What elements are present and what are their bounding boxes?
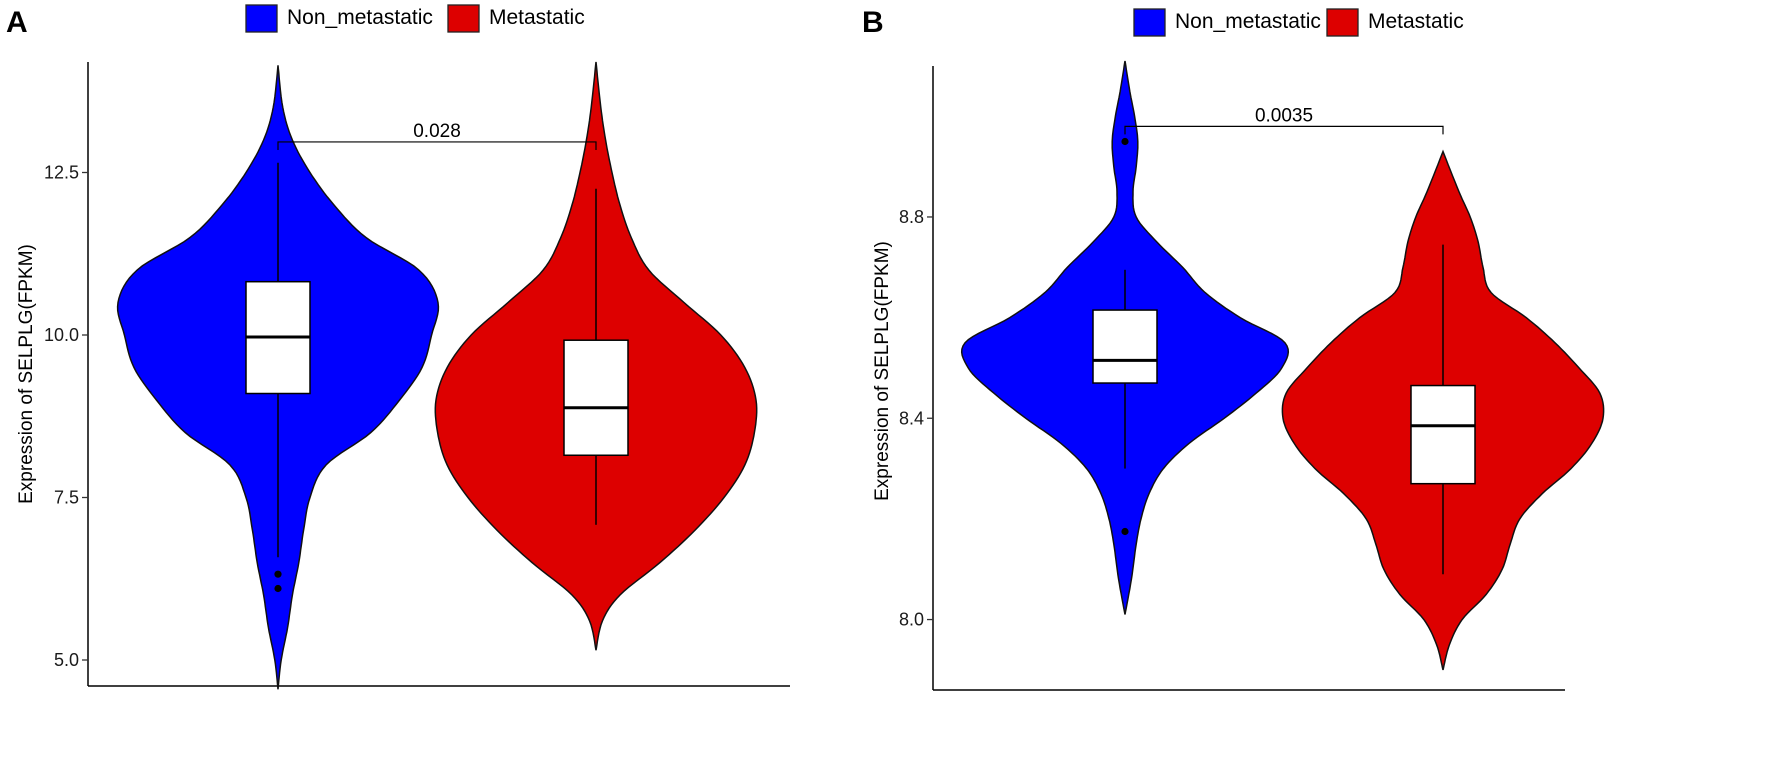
legend-a-swatch-metastatic	[447, 4, 480, 33]
plot-area-b: 8.0 8.4 8.8 0.0035	[899, 60, 1605, 691]
box-non-metastatic	[1092, 309, 1158, 384]
y-tick-label: 8.4	[899, 408, 924, 428]
p-value-label: 0.028	[413, 121, 461, 142]
legend-a-swatch-non-metastatic	[245, 4, 278, 33]
y-axis-label-a: Expression of SELPLG(FPKM)	[16, 244, 37, 504]
legend-b: Non_metastatic Metastatic	[1133, 8, 1464, 37]
legend-a-label-metastatic: Metastatic	[489, 6, 585, 29]
box-metastatic	[563, 339, 629, 457]
y-tick-label: 5.0	[54, 650, 79, 670]
legend-b-swatch-non-metastatic	[1133, 8, 1166, 37]
panel-b: B Non_metastatic Metastatic Expression o…	[862, 6, 1605, 691]
legend-b-label-non-metastatic: Non_metastatic	[1175, 10, 1321, 33]
panel-b-label: B	[862, 6, 884, 39]
p-value-label: 0.0035	[1255, 105, 1313, 126]
comparison-bracket	[1124, 125, 1444, 135]
legend-a: Non_metastatic Metastatic	[245, 4, 585, 33]
y-tick-label: 12.5	[44, 163, 79, 183]
y-tick-label: 7.5	[54, 488, 79, 508]
outlier-point	[1121, 527, 1129, 536]
box-metastatic	[1410, 384, 1476, 485]
legend-a-label-non-metastatic: Non_metastatic	[287, 6, 433, 29]
panel-a: A Non_metastatic Metastatic Expression o…	[6, 4, 790, 690]
outlier-point	[1121, 137, 1129, 146]
y-axis-label-b: Expression of SELPLG(FPKM)	[872, 241, 893, 501]
outlier-point	[274, 584, 282, 593]
y-tick-label: 10.0	[44, 325, 79, 345]
legend-b-label-metastatic: Metastatic	[1368, 10, 1464, 33]
outlier-point	[274, 570, 282, 578]
comparison-bracket	[277, 141, 597, 150]
legend-b-swatch-metastatic	[1326, 8, 1359, 37]
plot-area-a: 5.0 7.5 10.0 12.5 0.028	[44, 61, 790, 690]
y-tick-label: 8.0	[899, 610, 924, 630]
panel-a-label: A	[6, 6, 28, 39]
y-tick-label: 8.8	[899, 207, 924, 227]
